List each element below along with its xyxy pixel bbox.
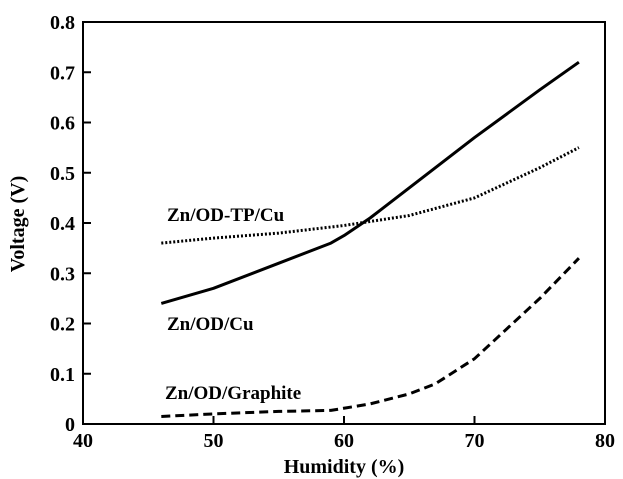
series-label-zn-od-cu: Zn/OD/Cu xyxy=(167,314,254,335)
x-axis-ticks: 40 50 60 70 80 xyxy=(73,416,615,452)
x-axis-title: Humidity (%) xyxy=(284,456,405,478)
y-axis-ticks: 0 0.1 0.2 0.3 0.4 0.5 0.6 0.7 0.8 xyxy=(50,12,91,436)
y-tick-label: 0 xyxy=(65,414,75,436)
series-line-zn-od-tp-cu xyxy=(161,146,580,245)
y-tick-label: 0.1 xyxy=(50,364,75,386)
y-tick-label: 0.4 xyxy=(50,213,75,235)
y-tick-label: 0.5 xyxy=(50,163,75,185)
series-label-zn-od-graphite: Zn/OD/Graphite xyxy=(165,383,301,404)
series-label-zn-od-tp-cu: Zn/OD-TP/Cu xyxy=(167,205,285,226)
x-tick-label: 50 xyxy=(204,430,224,452)
x-tick-label: 60 xyxy=(334,430,354,452)
y-tick-label: 0.6 xyxy=(50,113,75,135)
y-tick-label: 0.7 xyxy=(50,62,75,84)
x-tick-label: 40 xyxy=(73,430,93,452)
y-tick-label: 0.2 xyxy=(50,314,75,336)
series-line-zn-od-graphite xyxy=(161,257,580,418)
x-tick-label: 70 xyxy=(465,430,485,452)
y-tick-label: 0.3 xyxy=(50,263,75,285)
y-axis-title: Voltage (V) xyxy=(7,176,29,272)
series-line-zn-od-cu xyxy=(160,60,580,305)
plot-frame xyxy=(82,21,606,425)
series-lines xyxy=(160,60,580,418)
y-tick-label: 0.8 xyxy=(50,12,75,34)
x-tick-label: 80 xyxy=(595,430,615,452)
